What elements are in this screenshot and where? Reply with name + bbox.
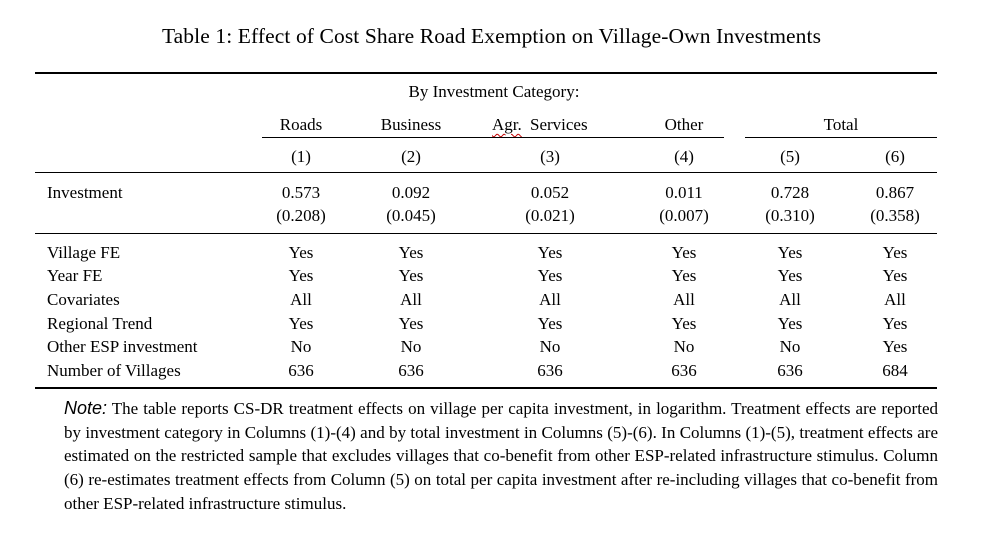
- control-cell: Yes: [671, 243, 697, 262]
- estimate-4: 0.011: [665, 183, 703, 202]
- control-cell: Yes: [398, 243, 424, 262]
- control-cell: Yes: [288, 266, 314, 285]
- stderr-5: (0.310): [765, 206, 815, 225]
- control-cell: No: [539, 337, 561, 356]
- total-rule: [745, 137, 937, 138]
- stderr-4: (0.007): [659, 206, 709, 225]
- control-cell: Yes: [882, 314, 908, 333]
- control-cell: Yes: [777, 266, 803, 285]
- table-title: Table 1: Effect of Cost Share Road Exemp…: [161, 24, 822, 48]
- bottom-rule: [35, 387, 937, 389]
- control-cell: All: [400, 290, 422, 309]
- control-cell: All: [884, 290, 906, 309]
- control-cell: Yes: [882, 243, 908, 262]
- header-services: Services: [530, 115, 588, 134]
- col-num-3: (3): [540, 147, 560, 166]
- col-num-6: (6): [885, 147, 905, 166]
- estimate-6: 0.867: [875, 183, 915, 202]
- note-label: Note:: [64, 398, 108, 418]
- col-num-5: (5): [780, 147, 800, 166]
- investment-label: Investment: [47, 183, 123, 202]
- table-note: Note: The table reports CS-DR treatment …: [64, 397, 938, 516]
- estimate-2: 0.092: [391, 183, 431, 202]
- control-label: Number of Villages: [47, 361, 181, 380]
- control-label: Covariates: [47, 290, 120, 309]
- control-cell: Yes: [777, 243, 803, 262]
- control-cell: No: [779, 337, 801, 356]
- control-cell: Yes: [882, 337, 908, 356]
- control-cell: Yes: [537, 266, 563, 285]
- header-agr: Agr.: [492, 115, 522, 134]
- stderr-2: (0.045): [386, 206, 436, 225]
- header-roads: Roads: [279, 115, 323, 134]
- estimate-1: 0.573: [281, 183, 321, 202]
- control-cell: No: [290, 337, 312, 356]
- control-cell: Yes: [537, 314, 563, 333]
- control-cell: All: [290, 290, 312, 309]
- control-cell: 636: [288, 361, 314, 380]
- col-num-4: (4): [674, 147, 694, 166]
- header-other: Other: [664, 115, 704, 134]
- control-cell: 684: [882, 361, 908, 380]
- control-cell: Yes: [398, 266, 424, 285]
- header-rule: [35, 172, 937, 173]
- super-header: By Investment Category:: [408, 82, 580, 101]
- control-cell: No: [673, 337, 695, 356]
- control-cell: 636: [537, 361, 563, 380]
- col-num-2: (2): [401, 147, 421, 166]
- header-total: Total: [823, 115, 859, 134]
- estimate-3: 0.052: [530, 183, 570, 202]
- col-num-1: (1): [291, 147, 311, 166]
- stderr-6: (0.358): [870, 206, 920, 225]
- control-label: Regional Trend: [47, 314, 153, 333]
- category-rule: [262, 137, 724, 138]
- control-cell: 636: [777, 361, 803, 380]
- control-cell: Yes: [288, 314, 314, 333]
- control-cell: All: [539, 290, 561, 309]
- control-cell: Yes: [777, 314, 803, 333]
- top-rule: [35, 72, 937, 74]
- control-cell: Yes: [398, 314, 424, 333]
- control-cell: Yes: [882, 266, 908, 285]
- control-cell: All: [779, 290, 801, 309]
- stderr-1: (0.208): [276, 206, 326, 225]
- control-cell: Yes: [288, 243, 314, 262]
- control-cell: All: [673, 290, 695, 309]
- control-label: Year FE: [47, 266, 103, 285]
- estimate-5: 0.728: [770, 183, 810, 202]
- mid-rule: [35, 233, 937, 234]
- header-business: Business: [380, 115, 442, 134]
- control-cell: 636: [671, 361, 697, 380]
- note-text: The table reports CS-DR treatment effect…: [64, 399, 938, 513]
- control-cell: No: [400, 337, 422, 356]
- control-cell: Yes: [671, 266, 697, 285]
- control-cell: 636: [398, 361, 424, 380]
- control-cell: Yes: [671, 314, 697, 333]
- header-agr-services: Agr. Services: [492, 115, 588, 135]
- stderr-3: (0.021): [525, 206, 575, 225]
- control-cell: Yes: [537, 243, 563, 262]
- control-label: Village FE: [47, 243, 121, 262]
- control-label: Other ESP investment: [47, 337, 198, 356]
